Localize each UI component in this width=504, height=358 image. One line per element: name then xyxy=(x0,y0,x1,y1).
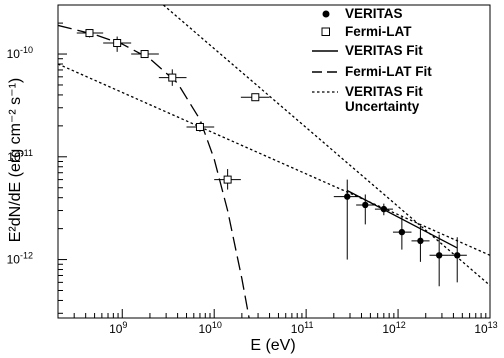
plot-area xyxy=(58,5,490,318)
veritas-point xyxy=(411,225,430,262)
legend-label: Uncertainty xyxy=(345,99,420,114)
legend-label: VERITAS xyxy=(345,6,403,21)
plot-frame xyxy=(57,4,491,319)
x-axis-title: E (eV) xyxy=(250,337,295,354)
veritas-point xyxy=(448,237,467,283)
marker-circle xyxy=(344,193,351,200)
veritas-point xyxy=(374,203,393,216)
y-tick-label: 10-12 xyxy=(7,251,33,267)
legend-label: Fermi-LAT Fit xyxy=(345,64,432,79)
marker-square xyxy=(85,29,94,38)
axes: 109 1010 1011 1012 1013 10-10 10-11 10-12 xyxy=(7,4,498,336)
x-tick-label: 1012 xyxy=(382,320,405,336)
fermi-point xyxy=(158,69,187,86)
marker-square xyxy=(140,50,149,59)
legend-item: Fermi-LAT xyxy=(321,24,412,39)
marker-square xyxy=(195,122,204,131)
marker-square xyxy=(113,39,122,48)
marker-circle xyxy=(398,228,406,236)
marker-square xyxy=(223,175,232,184)
legend-label: VERITAS Fit xyxy=(345,43,423,58)
legend-label: Fermi-LAT xyxy=(345,24,412,39)
curve-group xyxy=(58,5,490,318)
marker-square xyxy=(251,93,260,102)
uncertainty-line xyxy=(162,5,490,286)
fermi-point xyxy=(240,93,270,102)
legend-label: VERITAS Fit xyxy=(345,84,423,99)
marker-circle xyxy=(435,252,443,259)
marker-circle xyxy=(362,201,369,209)
legend-item: VERITAS xyxy=(322,6,403,21)
fermi-point xyxy=(103,36,132,52)
fermi-point xyxy=(131,50,159,59)
marker-circle xyxy=(417,237,424,245)
legend-marker xyxy=(322,10,330,18)
veritas-point xyxy=(333,179,361,260)
fermi-point xyxy=(76,29,104,38)
marker-circle xyxy=(454,252,461,259)
legend-item: VERITAS Fit xyxy=(312,43,423,58)
legend-item: Fermi-LAT Fit xyxy=(312,64,432,79)
uncertainty-line xyxy=(58,63,490,256)
legend-marker xyxy=(321,27,330,36)
fermi-point xyxy=(214,169,241,190)
y-axis-title: E²dN/dE (erg cm⁻² s⁻¹) xyxy=(7,78,24,242)
x-tick-label: 109 xyxy=(109,320,127,336)
marker-square xyxy=(168,73,177,82)
marker-circle xyxy=(380,205,388,213)
veritas-point xyxy=(392,216,412,250)
x-tick-label: 1013 xyxy=(474,320,497,336)
veritas-point xyxy=(356,194,375,225)
y-tick-label: 10-11 xyxy=(7,148,33,164)
y-tick-label: 10-10 xyxy=(7,45,33,61)
legend: VERITAS Fermi-LAT VERITAS Fit Fermi-LAT Fit… xyxy=(312,6,432,114)
x-tick-label: 1010 xyxy=(199,320,222,336)
fermi-fit-line xyxy=(58,24,250,318)
veritas-point xyxy=(429,234,449,287)
fermi-point xyxy=(186,122,215,132)
x-tick-label: 1011 xyxy=(291,320,314,336)
